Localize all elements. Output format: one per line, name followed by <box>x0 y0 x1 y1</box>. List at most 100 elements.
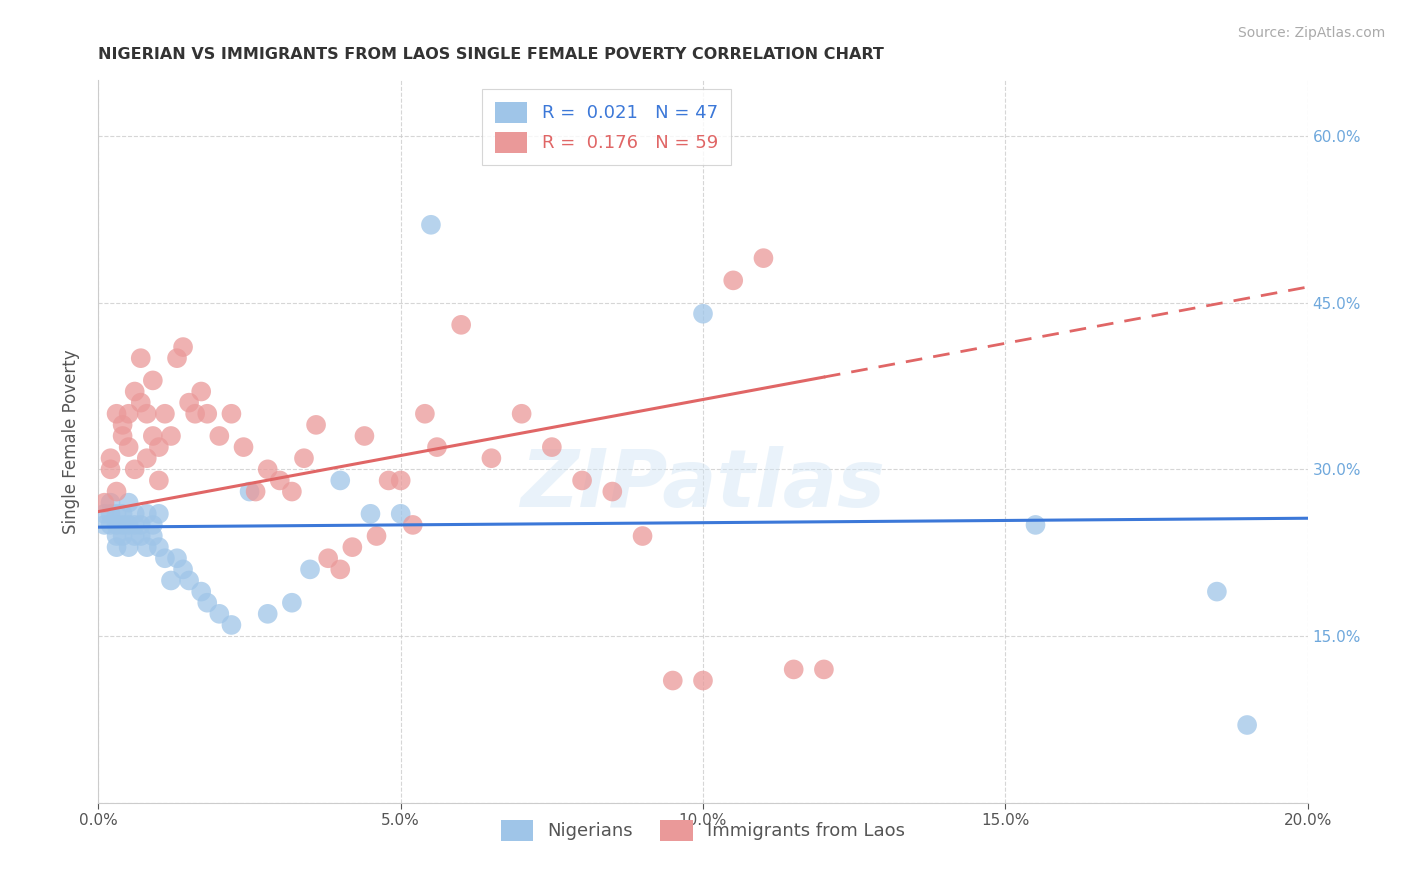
Point <box>129 395 152 409</box>
Point <box>239 484 262 499</box>
Point <box>602 484 624 499</box>
Point <box>172 340 194 354</box>
Point <box>256 462 278 476</box>
Point <box>100 496 122 510</box>
Point <box>111 517 134 532</box>
Point <box>292 451 315 466</box>
Point <box>195 407 218 421</box>
Point <box>129 529 152 543</box>
Point <box>93 507 115 521</box>
Point <box>208 429 231 443</box>
Point <box>692 307 714 321</box>
Point <box>389 507 412 521</box>
Point <box>148 474 170 488</box>
Point <box>1206 584 1229 599</box>
Point <box>129 517 152 532</box>
Point <box>366 529 388 543</box>
Point <box>100 507 122 521</box>
Point <box>184 407 207 421</box>
Point <box>245 484 267 499</box>
Point <box>166 551 188 566</box>
Point <box>692 673 714 688</box>
Point <box>221 407 243 421</box>
Point <box>148 507 170 521</box>
Point <box>413 407 436 421</box>
Point <box>510 407 533 421</box>
Point <box>142 373 165 387</box>
Point <box>118 517 141 532</box>
Text: ZIPatlas: ZIPatlas <box>520 446 886 524</box>
Point <box>783 662 806 676</box>
Point <box>281 596 304 610</box>
Point <box>813 662 835 676</box>
Point <box>172 562 194 576</box>
Point <box>105 517 128 532</box>
Point <box>118 407 141 421</box>
Point <box>118 496 141 510</box>
Point <box>179 395 201 409</box>
Point <box>100 517 122 532</box>
Point <box>129 351 152 366</box>
Point <box>111 417 134 432</box>
Point <box>105 507 128 521</box>
Point <box>100 462 122 476</box>
Point <box>426 440 449 454</box>
Point <box>142 517 165 532</box>
Y-axis label: Single Female Poverty: Single Female Poverty <box>62 350 80 533</box>
Point <box>450 318 472 332</box>
Point <box>256 607 278 621</box>
Point <box>329 562 352 576</box>
Point <box>118 440 141 454</box>
Point <box>135 507 157 521</box>
Point <box>305 417 328 432</box>
Point <box>195 596 218 610</box>
Point <box>105 540 128 554</box>
Point <box>190 584 212 599</box>
Point <box>148 440 170 454</box>
Point <box>124 462 146 476</box>
Point <box>481 451 503 466</box>
Text: Source: ZipAtlas.com: Source: ZipAtlas.com <box>1237 26 1385 40</box>
Point <box>105 407 128 421</box>
Point <box>208 607 231 621</box>
Point <box>93 496 115 510</box>
Point <box>190 384 212 399</box>
Point <box>402 517 425 532</box>
Point <box>135 540 157 554</box>
Point <box>752 251 775 265</box>
Point <box>153 551 176 566</box>
Point <box>124 517 146 532</box>
Point <box>124 529 146 543</box>
Point <box>360 507 382 521</box>
Point <box>329 474 352 488</box>
Point <box>100 451 122 466</box>
Point <box>269 474 291 488</box>
Point <box>160 429 183 443</box>
Point <box>1024 517 1046 532</box>
Point <box>631 529 654 543</box>
Point <box>377 474 399 488</box>
Point <box>353 429 375 443</box>
Point <box>1236 718 1258 732</box>
Point <box>281 484 304 499</box>
Point <box>420 218 443 232</box>
Point <box>111 429 134 443</box>
Point <box>221 618 243 632</box>
Point <box>232 440 254 454</box>
Point <box>723 273 745 287</box>
Point <box>299 562 322 576</box>
Point <box>571 474 593 488</box>
Point <box>135 407 157 421</box>
Point <box>105 484 128 499</box>
Point <box>661 673 683 688</box>
Point <box>105 529 128 543</box>
Point <box>124 384 146 399</box>
Point <box>111 529 134 543</box>
Point <box>111 507 134 521</box>
Point <box>142 529 165 543</box>
Point <box>389 474 412 488</box>
Point <box>118 540 141 554</box>
Point <box>153 407 176 421</box>
Point <box>179 574 201 588</box>
Point <box>316 551 339 566</box>
